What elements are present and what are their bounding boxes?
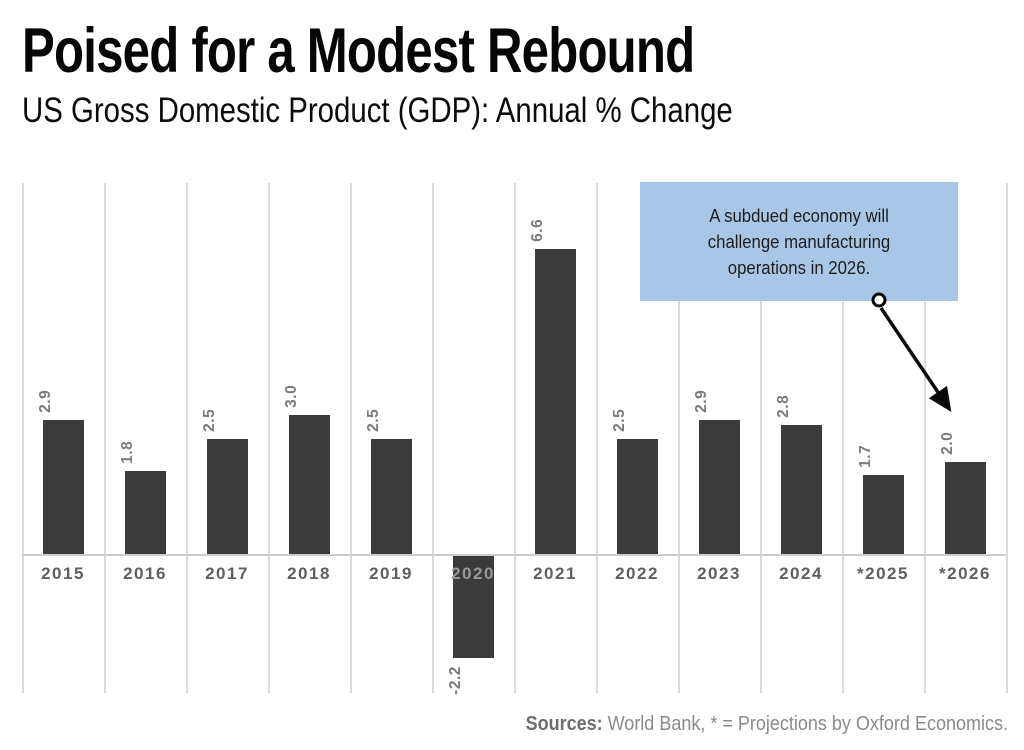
annotation-line-3: operations in 2026. (727, 257, 871, 278)
bar-2016 (124, 470, 166, 554)
annotation-line-2: challenge manufacturing (707, 231, 891, 252)
bar-value-label: 1.8 (119, 440, 137, 464)
bar-value-label: 2.0 (939, 431, 957, 455)
sources-text: World Bank, * = Projections by Oxford Ec… (607, 713, 1008, 735)
source-note-text: Sources: World Bank, * = Projections by … (526, 713, 1008, 736)
gridline (350, 183, 352, 693)
source-note: Sources: World Bank, * = Projections by … (472, 713, 1008, 736)
bar-value-label: 2.5 (611, 408, 629, 432)
chart-title: Poised for a Modest Rebound (22, 20, 884, 83)
bar-2015 (42, 420, 84, 554)
x-axis-label: 2023 (697, 564, 741, 583)
x-axis-label: 2021 (533, 564, 577, 583)
bar-value-label: 6.6 (529, 218, 547, 242)
bar-value-label: -2.2 (447, 665, 465, 695)
gridline (104, 183, 106, 693)
sources-label: Sources: (525, 713, 603, 735)
x-axis-label: 2022 (615, 564, 659, 583)
gridline (514, 183, 516, 693)
x-axis-label: 2019 (369, 564, 413, 583)
bar-2025 (862, 475, 904, 554)
x-axis-label: 2015 (41, 564, 85, 583)
x-axis-label: *2025 (857, 564, 909, 583)
chart-title-text: Poised for a Modest Rebound (22, 16, 695, 86)
bar-2017 (206, 438, 248, 554)
annotation-line-1: A subdued economy will (709, 205, 889, 226)
gridline (924, 183, 926, 693)
x-axis-label: 2017 (205, 564, 249, 583)
x-axis-label: *2026 (939, 564, 991, 583)
gridline (842, 183, 844, 693)
x-axis-label: 2016 (123, 564, 167, 583)
bar-value-label: 2.8 (775, 394, 793, 418)
bar-value-label: 2.9 (37, 389, 55, 413)
bar-value-label: 3.0 (283, 385, 301, 409)
bar-2020 (452, 556, 494, 658)
chart-subtitle: US Gross Domestic Product (GDP): Annual … (22, 93, 868, 128)
gridline (432, 183, 434, 693)
gridline (22, 183, 24, 693)
x-axis-label: 2020 (451, 564, 495, 583)
bar-value-label: 1.7 (857, 445, 875, 469)
annotation-box: A subdued economy will challenge manufac… (640, 182, 958, 301)
bar-2023 (698, 420, 740, 554)
x-axis-label: 2018 (287, 564, 331, 583)
bar-value-label: 2.5 (365, 408, 383, 432)
bar-2024 (780, 424, 822, 554)
gridline (186, 183, 188, 693)
zero-axis-line (22, 554, 1006, 556)
gridline (678, 183, 680, 693)
bar-2018 (288, 415, 330, 554)
gridline (1006, 183, 1008, 693)
bar-2026 (944, 461, 986, 554)
bar-value-label: 2.5 (201, 408, 219, 432)
gridline (596, 183, 598, 693)
bar-2021 (534, 249, 576, 554)
x-axis-label: 2024 (779, 564, 823, 583)
gridline (760, 183, 762, 693)
chart-subtitle-text: US Gross Domestic Product (GDP): Annual … (22, 91, 733, 130)
bar-2019 (370, 438, 412, 554)
bar-value-label: 2.9 (693, 389, 711, 413)
annotation-text: A subdued economy will challenge manufac… (651, 203, 947, 281)
gridline (268, 183, 270, 693)
bar-2022 (616, 438, 658, 554)
